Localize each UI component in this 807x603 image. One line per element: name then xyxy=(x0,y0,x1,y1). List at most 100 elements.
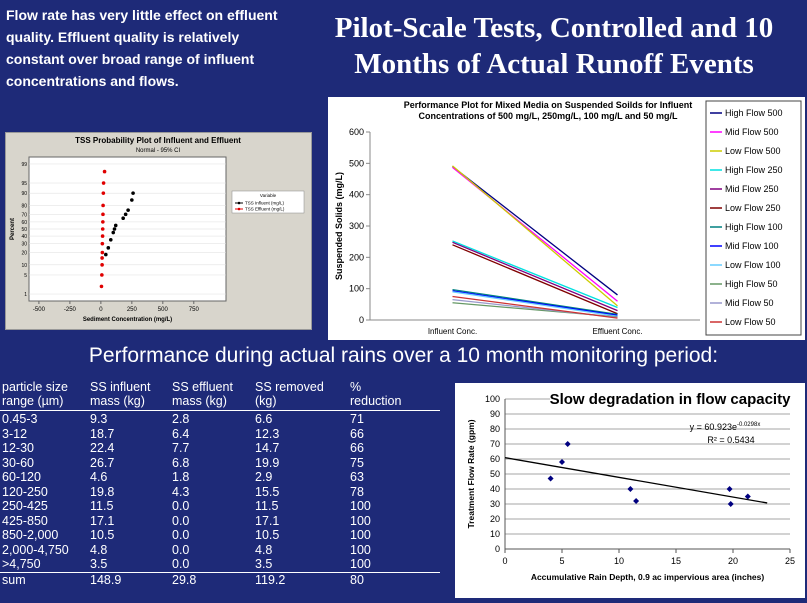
y-axis-label: Treatment Flow Rate (gpm) xyxy=(466,419,476,528)
table-cell: 100 xyxy=(350,499,371,513)
x-tick-label: Influent Conc. xyxy=(428,327,477,336)
data-point xyxy=(130,198,134,202)
x-tick-label: 500 xyxy=(158,307,169,313)
data-point xyxy=(627,486,634,492)
table-cell: 425-850 xyxy=(2,513,48,528)
y-tick-label: 70 xyxy=(490,439,500,449)
table-cell: 11.5 xyxy=(90,499,114,513)
y-tick-label: 99 xyxy=(21,162,27,168)
table-cell: 2.8 xyxy=(172,412,190,426)
section-subtitle: Performance during actual rains over a 1… xyxy=(88,344,719,367)
y-tick-label: 95 xyxy=(21,181,27,187)
chart-title: TSS Probability Plot of Influent and Eff… xyxy=(75,136,241,145)
data-point xyxy=(100,234,105,238)
table-cell: 2,000-4,750 xyxy=(2,542,69,557)
table-cell: >4,750 xyxy=(2,557,41,571)
table-cell: 100 xyxy=(350,528,371,542)
column-header: SS influent xyxy=(90,380,151,394)
results-table: particle size range (µm) SS influent mass (… xyxy=(0,378,450,600)
y-tick-label: 600 xyxy=(349,127,364,137)
table-cell: 66 xyxy=(350,426,364,441)
legend-box xyxy=(705,100,802,336)
table-cell: 19.8 xyxy=(90,484,115,499)
y-axis-label: Percent xyxy=(10,218,16,240)
legend-title: Variable xyxy=(260,193,277,198)
table-cell: 0.0 xyxy=(172,528,190,542)
table-cell: 3-12 xyxy=(2,426,28,441)
data-point xyxy=(727,501,734,507)
table-cell: 18.7 xyxy=(90,426,115,441)
table-cell: 4.3 xyxy=(172,484,190,499)
x-tick-label: 0 xyxy=(99,307,103,313)
data-line xyxy=(452,241,618,312)
data-point xyxy=(100,241,105,246)
data-point xyxy=(726,486,733,492)
column-header: (kg) xyxy=(255,394,277,408)
table-cell: 66 xyxy=(350,441,364,455)
x-axis-label: Accumulative Rain Depth, 0.9 ac impervio… xyxy=(531,572,765,582)
y-tick-label: 20 xyxy=(21,251,27,257)
y-tick-label: 10 xyxy=(21,263,27,269)
table-cell: 100 xyxy=(350,513,371,528)
table-cell: 3.5 xyxy=(255,557,273,571)
y-tick-label: 100 xyxy=(349,284,364,294)
data-point xyxy=(104,252,108,257)
sum-cell: 148.9 xyxy=(90,572,122,587)
table-cell: 14.7 xyxy=(255,441,280,455)
data-point xyxy=(101,203,105,208)
legend-label: Mid Flow 250 xyxy=(725,184,779,194)
column-header: SS effluent xyxy=(172,380,233,394)
table-cell: 7.7 xyxy=(172,441,190,455)
legend-label: High Flow 500 xyxy=(725,108,783,118)
scatter-chart: 0 10 20 30 40 50 60 70 80 90 100 0 5 10 15 20 25 Accumula… xyxy=(466,389,795,582)
table-cell: 12-30 xyxy=(2,441,34,455)
y-tick-label: 5 xyxy=(24,273,27,279)
sum-rule xyxy=(0,571,440,573)
table-cell: 0.0 xyxy=(172,499,190,513)
data-point xyxy=(100,256,104,260)
sum-cell: 29.8 xyxy=(172,572,197,587)
data-point xyxy=(100,227,105,231)
y-tick-label: 50 xyxy=(21,227,27,233)
y-tick-label: 0 xyxy=(495,544,500,554)
legend-label: Low Flow 50 xyxy=(725,317,776,327)
data-point xyxy=(101,212,105,217)
data-point xyxy=(112,227,117,231)
table-cell: 63 xyxy=(350,470,364,484)
legend-label: Mid Flow 50 xyxy=(725,298,774,308)
table-cell: 0.45-3 xyxy=(2,412,38,426)
data-point xyxy=(123,212,128,217)
x-tick-label: 20 xyxy=(728,556,738,566)
table-cell: 78 xyxy=(350,484,364,499)
data-line xyxy=(452,295,618,319)
table-cell: 2.9 xyxy=(255,470,273,484)
legend-marker xyxy=(237,207,241,211)
column-header: reduction xyxy=(350,394,402,408)
y-tick-label: 20 xyxy=(490,514,500,524)
table-cell: 6.6 xyxy=(255,412,273,426)
data-point xyxy=(111,230,116,235)
performance-plot: Performance Plot for Mixed Media on Susp… xyxy=(328,97,805,340)
table-cell: 3.5 xyxy=(90,557,108,571)
y-tick-label: 50 xyxy=(490,469,500,479)
table-cell: 4.6 xyxy=(90,470,108,484)
data-line xyxy=(452,240,618,309)
column-header: % xyxy=(350,380,362,394)
y-tick-label: 90 xyxy=(21,191,27,197)
x-tick-label: 250 xyxy=(127,307,138,313)
x-tick-label: 750 xyxy=(189,307,200,313)
table-cell: 6.8 xyxy=(172,455,190,470)
y-tick-label: 30 xyxy=(21,242,27,248)
flow-capacity-plot: 0 10 20 30 40 50 60 70 80 90 100 0 5 10 15 20 25 Accumula… xyxy=(455,383,805,598)
y-tick-label: 70 xyxy=(21,212,27,218)
table-cell: 120-250 xyxy=(2,484,48,499)
table-cell: 100 xyxy=(350,557,371,571)
chart-title: Slow degradation in flow capacity xyxy=(550,391,792,408)
legend-label: TSS Influent (mg/L) xyxy=(245,201,285,206)
equation-exponent: -0.0298x xyxy=(737,422,760,428)
legend-label: Low Flow 100 xyxy=(725,260,781,270)
y-tick-label: 80 xyxy=(490,424,500,434)
table-cell: 6.4 xyxy=(172,426,190,441)
y-tick-label: 10 xyxy=(490,529,500,539)
data-line xyxy=(452,291,618,317)
